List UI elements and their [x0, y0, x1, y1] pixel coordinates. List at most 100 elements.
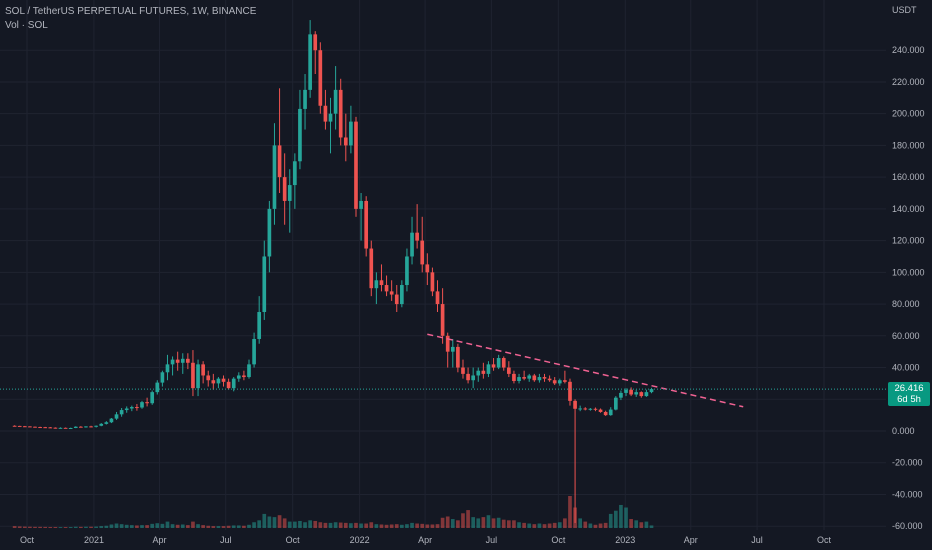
- candle-body: [221, 378, 226, 382]
- candle-body: [231, 378, 236, 389]
- volume-bar: [583, 521, 588, 528]
- candle-body: [578, 408, 583, 410]
- volume-bar: [379, 524, 384, 528]
- volume-bar: [343, 522, 348, 528]
- volume-bar: [333, 522, 338, 528]
- volume-indicator-label[interactable]: Vol · SOL: [5, 20, 48, 31]
- volume-bar: [79, 526, 83, 528]
- volume-bar: [293, 521, 297, 528]
- x-tick-label: Apr: [684, 535, 698, 545]
- volume-bar: [114, 523, 119, 528]
- y-tick-label: 200.000: [892, 109, 925, 119]
- volume-bar: [236, 525, 241, 528]
- volume-bar: [425, 524, 430, 528]
- volume-bar: [99, 526, 104, 528]
- volume-bar: [461, 513, 465, 528]
- candle-body: [124, 408, 129, 411]
- candle-body: [236, 375, 241, 379]
- volume-bar: [124, 524, 129, 528]
- volume-bar: [17, 526, 22, 528]
- candle-body: [507, 367, 511, 374]
- volume-bar: [496, 517, 501, 528]
- x-tick-label: Oct: [817, 535, 832, 545]
- candle-body: [415, 232, 419, 241]
- trendline[interactable]: [427, 333, 744, 408]
- candle-body: [400, 285, 404, 305]
- candle-body: [17, 425, 22, 427]
- candle-body: [343, 137, 348, 146]
- candle-body: [186, 358, 190, 363]
- price-axis[interactable]: USDT-60.000-40.000-20.0000.00020.00040.0…: [892, 5, 925, 531]
- candle-body: [425, 264, 430, 273]
- candle-body: [140, 402, 144, 408]
- candle-body: [486, 364, 491, 374]
- candle-body: [53, 427, 58, 429]
- candle-body: [196, 364, 200, 389]
- volume-bar: [313, 520, 318, 528]
- volume-bar: [354, 522, 358, 528]
- candle-body: [517, 377, 521, 382]
- volume-bar: [48, 527, 53, 528]
- volume-bar: [552, 522, 557, 528]
- volume-bar: [267, 516, 272, 528]
- candle-body: [63, 427, 68, 429]
- volume-bar: [613, 510, 618, 528]
- candle-body: [145, 402, 149, 404]
- y-tick-label: -40.000: [892, 489, 923, 499]
- candle-body: [532, 375, 537, 381]
- volume-bar: [593, 524, 598, 528]
- candle-body: [277, 145, 282, 178]
- volume-bar: [28, 526, 32, 528]
- last-price-value: 26.416: [894, 383, 924, 395]
- volume-bar: [308, 520, 312, 528]
- candle-body: [445, 335, 450, 352]
- candle-body: [303, 89, 307, 109]
- volume-bar: [140, 525, 144, 528]
- volume-bar: [155, 523, 160, 528]
- price-candles: [12, 20, 654, 524]
- candle-body: [527, 375, 532, 379]
- volume-bar: [211, 526, 216, 528]
- candle-body: [435, 291, 440, 305]
- volume-bar: [456, 520, 460, 528]
- candle-body: [33, 426, 37, 428]
- volume-bar: [145, 525, 149, 528]
- chart-title: SOL / TetherUS PERPETUAL FUTURES, 1W, BI…: [5, 6, 257, 17]
- candle-body: [349, 121, 353, 146]
- volume-bar: [486, 515, 491, 528]
- volume-bar: [603, 522, 608, 528]
- candle-body: [318, 50, 323, 106]
- volume-bar: [430, 524, 435, 528]
- candle-body: [22, 426, 27, 428]
- candle-body: [476, 370, 481, 376]
- candle-body: [150, 392, 155, 404]
- x-tick-label: Oct: [20, 535, 35, 545]
- trendline-segment: [427, 333, 744, 408]
- candle-body: [119, 410, 124, 415]
- candle-body: [501, 358, 506, 368]
- candle-body: [547, 378, 552, 381]
- volume-bar: [466, 510, 470, 528]
- volume-bar: [471, 517, 476, 528]
- candle-body: [109, 418, 114, 423]
- candle-body: [135, 407, 139, 409]
- volume-bar: [38, 526, 42, 528]
- volume-bar: [450, 519, 455, 528]
- candle-body: [639, 392, 644, 397]
- candle-body: [170, 359, 175, 365]
- candle-body: [629, 389, 633, 395]
- volume-bar: [537, 523, 542, 528]
- candle-body: [298, 108, 302, 162]
- volume-bar: [476, 518, 481, 528]
- time-axis[interactable]: Oct 2021 Apr Jul Oct 2022 Apr Jul Oct 2023 Apr Jul O…: [20, 535, 832, 545]
- candle-body: [644, 392, 649, 397]
- candle-body: [89, 426, 93, 428]
- volume-bar: [578, 518, 583, 528]
- volume-bar: [384, 524, 389, 528]
- volume-bar: [318, 522, 323, 528]
- volume-bar: [12, 526, 17, 528]
- volume-bar: [226, 525, 231, 528]
- volume-bar: [206, 525, 211, 528]
- volume-bar: [512, 520, 516, 528]
